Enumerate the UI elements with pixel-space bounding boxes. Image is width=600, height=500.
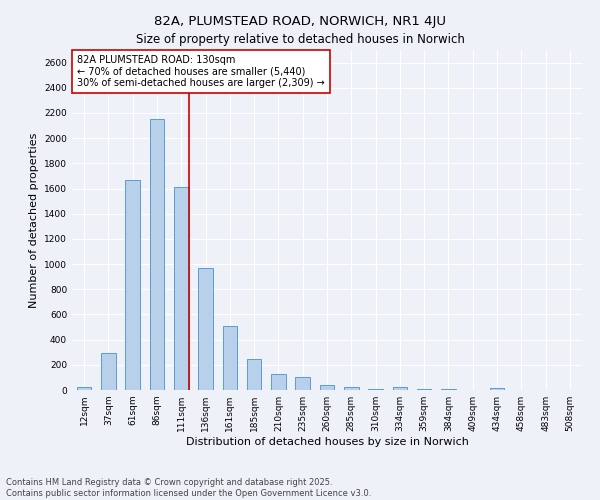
Bar — [125, 180, 140, 390]
Bar — [198, 268, 213, 390]
Text: Contains HM Land Registry data © Crown copyright and database right 2025.
Contai: Contains HM Land Registry data © Crown c… — [6, 478, 371, 498]
Bar — [150, 120, 164, 390]
Bar — [271, 374, 286, 390]
Bar — [77, 388, 91, 390]
Bar — [174, 188, 188, 390]
X-axis label: Distribution of detached houses by size in Norwich: Distribution of detached houses by size … — [185, 437, 469, 447]
Bar — [320, 385, 334, 390]
Text: 82A PLUMSTEAD ROAD: 130sqm
← 70% of detached houses are smaller (5,440)
30% of s: 82A PLUMSTEAD ROAD: 130sqm ← 70% of deta… — [77, 55, 325, 88]
Bar — [368, 388, 383, 390]
Bar — [247, 359, 262, 390]
Bar — [101, 353, 116, 390]
Bar — [223, 326, 237, 390]
Bar — [344, 388, 359, 390]
Y-axis label: Number of detached properties: Number of detached properties — [29, 132, 38, 308]
Text: Size of property relative to detached houses in Norwich: Size of property relative to detached ho… — [136, 32, 464, 46]
Bar — [392, 387, 407, 390]
Bar — [295, 378, 310, 390]
Text: 82A, PLUMSTEAD ROAD, NORWICH, NR1 4JU: 82A, PLUMSTEAD ROAD, NORWICH, NR1 4JU — [154, 15, 446, 28]
Bar — [490, 388, 504, 390]
